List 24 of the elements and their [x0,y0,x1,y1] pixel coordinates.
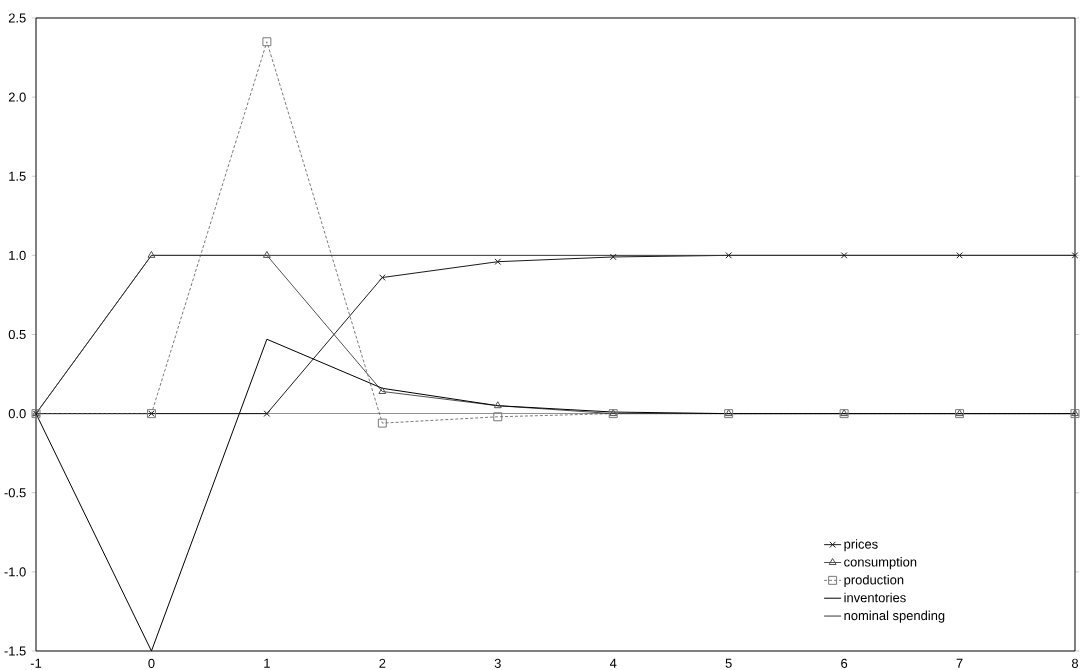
x-tick-label: 4 [609,658,617,668]
legend-label: consumption [844,557,917,570]
x-tick-label: 8 [1071,658,1079,668]
y-tick-label: 0.5 [8,329,26,340]
y-tick-label: 0.0 [8,409,26,419]
x-tick-label: 1 [264,658,270,668]
y-tick-label: 2.5 [8,13,26,23]
y-tick-label: -1.0 [4,567,26,577]
y-tick-label: -0.5 [4,488,26,498]
x-tick-label: 7 [956,658,963,668]
legend-label: production [844,574,904,587]
y-tick-label: 1.0 [9,250,26,260]
legend-label: prices [844,539,878,552]
x-tick-label: 0 [148,658,155,668]
y-tick-label: -1.5 [4,646,26,656]
y-tick-label: 2.0 [8,92,26,102]
legend-label: inventories [844,592,906,603]
x-tick-label: 3 [494,658,501,668]
legend-label: nominal spending [844,610,945,623]
y-tick-label: 1.5 [9,171,26,181]
x-tick-label: 5 [725,658,732,668]
x-tick-label: 2 [379,658,386,668]
x-tick-label: 6 [841,658,848,668]
x-tick-label: -1 [30,658,42,668]
